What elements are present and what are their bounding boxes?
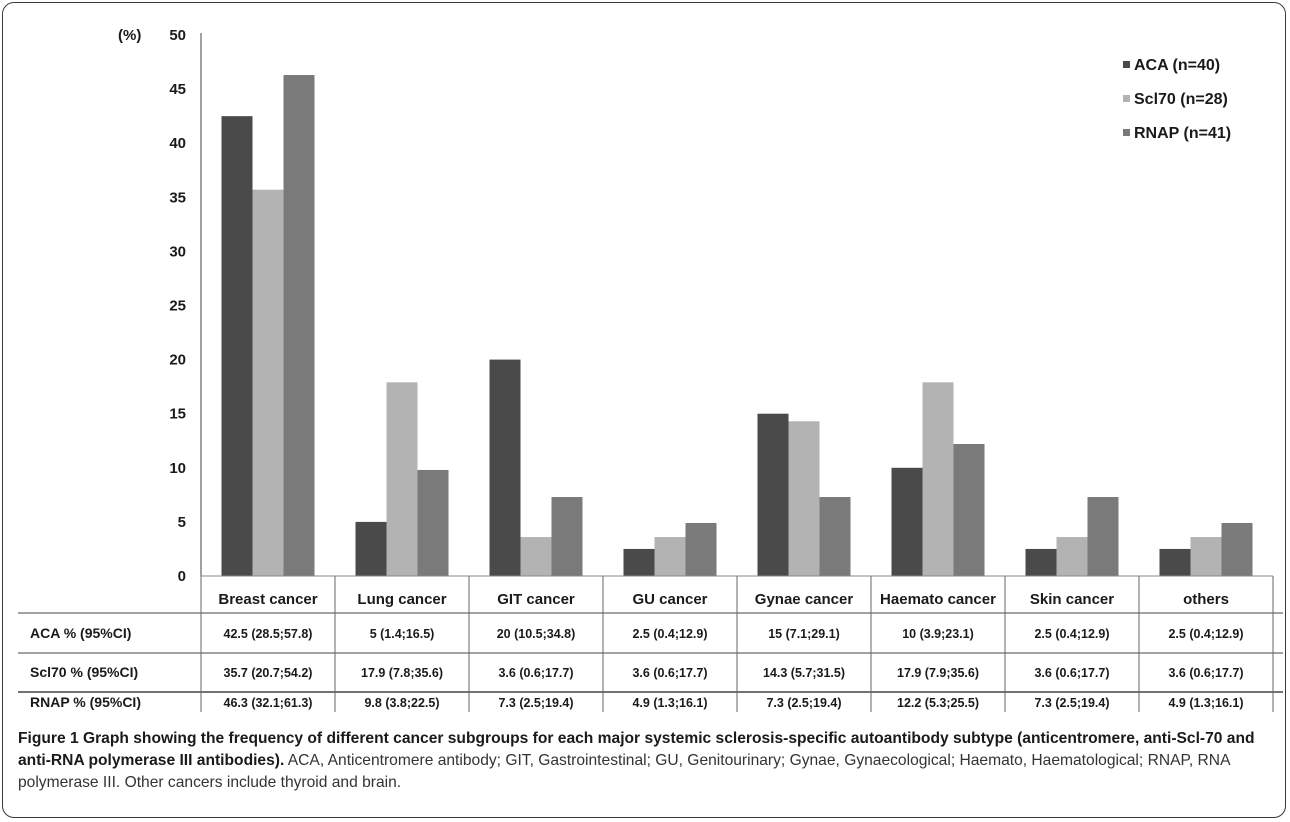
table-cell: 3.6 (0.6;17.7) (498, 666, 573, 680)
y-axis: 0 5 10 15 20 25 30 35 40 45 50 (%) (118, 27, 202, 712)
table-cell: 35.7 (20.7;54.2) (224, 666, 313, 680)
legend-swatch (1123, 61, 1130, 68)
x-tick-label: GU cancer (632, 591, 707, 608)
x-tick-label: Haemato cancer (880, 591, 996, 608)
bar (489, 359, 521, 576)
table-cell: 12.2 (5.3;25.5) (897, 696, 979, 710)
table-cell: 9.8 (3.8;22.5) (364, 696, 439, 710)
bar (221, 116, 253, 577)
table-cell: 2.5 (0.4;12.9) (632, 627, 707, 641)
table-cell: 3.6 (0.6;17.7) (1168, 666, 1243, 680)
bar (520, 537, 552, 576)
x-tick-label: Skin cancer (1030, 591, 1114, 608)
table-cell: 3.6 (0.6;17.7) (1034, 666, 1109, 680)
bar (417, 469, 449, 576)
bar (1159, 548, 1191, 576)
table-cell: 2.5 (0.4;12.9) (1168, 627, 1243, 641)
bar (654, 537, 686, 576)
legend-swatch (1123, 95, 1130, 102)
table-cell: 42.5 (28.5;57.8) (224, 627, 313, 641)
data-table: ACA % (95%CI) 42.5 (28.5;57.8) 5 (1.4;16.5… (18, 576, 1283, 712)
table-cell: 7.3 (2.5;19.4) (766, 696, 841, 710)
x-tick-label: others (1183, 591, 1229, 608)
legend: ACA (n=40) Scl70 (n=28) RNAP (n=41) (1123, 57, 1231, 142)
y-tick-label: 15 (169, 406, 186, 423)
bar (1190, 537, 1222, 576)
legend-label: ACA (n=40) (1134, 57, 1220, 74)
bar (891, 467, 923, 576)
bar (355, 521, 387, 576)
x-tick-label: Gynae cancer (755, 591, 854, 608)
table-cell: 17.9 (7.9;35.6) (897, 666, 979, 680)
bar (922, 382, 954, 576)
table-cell: 2.5 (0.4;12.9) (1034, 627, 1109, 641)
bar (1056, 537, 1088, 576)
bars: Breast cancer Lung cancer GIT cancer GU can… (201, 75, 1273, 608)
legend-label: Scl70 (n=28) (1134, 91, 1228, 108)
table-cell: 4.9 (1.3;16.1) (1168, 696, 1243, 710)
y-tick-label: 40 (169, 135, 186, 152)
table-cell: 17.9 (7.8;35.6) (361, 666, 443, 680)
bar-chart: 0 5 10 15 20 25 30 35 40 45 50 (%) Breast cancer Lun… (18, 27, 1283, 712)
figure-caption: Figure 1 Graph showing the frequency of … (18, 728, 1274, 794)
y-tick-label: 0 (178, 568, 186, 585)
bar (252, 189, 284, 576)
y-tick-label: 50 (169, 27, 186, 44)
bar (819, 497, 851, 576)
x-tick-label: Breast cancer (218, 591, 317, 608)
table-cell: 15 (7.1;29.1) (768, 627, 840, 641)
bar (1025, 548, 1057, 576)
bar (386, 382, 418, 576)
caption-title: Figure 1 Graph showing the frequency of … (18, 730, 1255, 769)
table-cell: 14.3 (5.7;31.5) (763, 666, 845, 680)
bar (283, 75, 315, 576)
legend-label: RNAP (n=41) (1134, 125, 1231, 142)
table-row-label: RNAP % (95%CI) (30, 694, 141, 710)
bar (685, 522, 717, 576)
table-cell: 4.9 (1.3;16.1) (632, 696, 707, 710)
bar (953, 443, 985, 576)
table-cell: 7.3 (2.5;19.4) (1034, 696, 1109, 710)
bar (623, 548, 655, 576)
bar (757, 413, 789, 576)
caption-body: ACA, Anticentromere antibody; GIT, Gastr… (18, 752, 1230, 791)
table-row-label: ACA % (95%CI) (30, 625, 131, 641)
legend-swatch (1123, 129, 1130, 136)
y-tick-label: 30 (169, 243, 186, 260)
table-cell: 5 (1.4;16.5) (370, 627, 435, 641)
y-tick-label: 10 (169, 460, 186, 477)
table-cell: 3.6 (0.6;17.7) (632, 666, 707, 680)
table-cell: 7.3 (2.5;19.4) (498, 696, 573, 710)
bar (551, 497, 583, 576)
table-cell: 46.3 (32.1;61.3) (224, 696, 313, 710)
bar (1087, 497, 1119, 576)
y-tick-label: 5 (178, 514, 186, 531)
bar (788, 421, 820, 576)
x-tick-label: GIT cancer (497, 591, 575, 608)
y-tick-label: 20 (169, 352, 186, 369)
y-axis-unit-label: (%) (118, 27, 141, 44)
table-row-label: Scl70 % (95%CI) (30, 664, 138, 680)
y-tick-label: 25 (169, 298, 186, 315)
table-cell: 20 (10.5;34.8) (497, 627, 576, 641)
x-tick-label: Lung cancer (357, 591, 446, 608)
y-tick-label: 35 (169, 189, 186, 206)
bar (1221, 522, 1253, 576)
table-cell: 10 (3.9;23.1) (902, 627, 974, 641)
y-tick-label: 45 (169, 81, 186, 98)
